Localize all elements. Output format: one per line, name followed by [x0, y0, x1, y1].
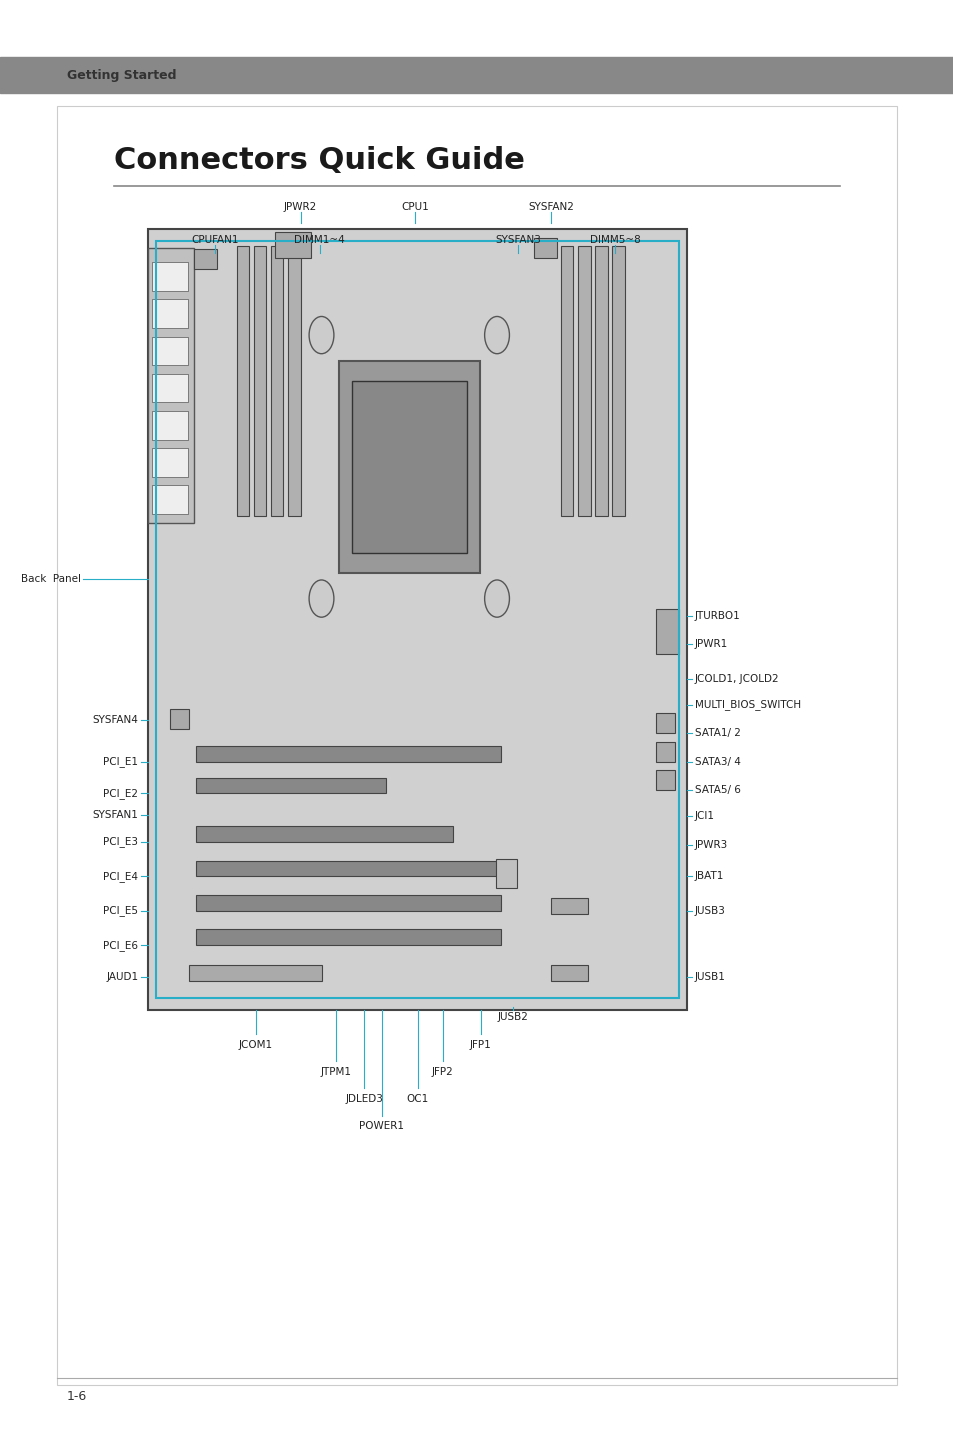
- Text: JAUD1: JAUD1: [106, 972, 138, 981]
- Text: JCOM1: JCOM1: [238, 1040, 273, 1050]
- Bar: [274, 232, 311, 258]
- Text: JPWR1: JPWR1: [694, 640, 727, 649]
- Bar: [595, 246, 607, 516]
- Bar: [152, 485, 188, 514]
- Text: CPU1: CPU1: [400, 202, 429, 212]
- Text: PCI_E5: PCI_E5: [103, 905, 138, 916]
- Text: SYSFAN1: SYSFAN1: [92, 811, 138, 819]
- Text: PCI_E3: PCI_E3: [103, 836, 138, 848]
- Text: JPWR3: JPWR3: [694, 841, 727, 849]
- Text: OC1: OC1: [406, 1094, 429, 1104]
- Bar: [195, 861, 500, 876]
- Circle shape: [309, 580, 334, 617]
- Circle shape: [309, 316, 334, 354]
- Bar: [189, 965, 322, 981]
- Bar: [0, 57, 953, 93]
- Text: JBAT1: JBAT1: [694, 872, 723, 881]
- Bar: [195, 746, 500, 762]
- Text: POWER1: POWER1: [358, 1121, 404, 1131]
- Bar: [288, 246, 300, 516]
- Bar: [57, 106, 896, 1385]
- Text: PCI_E1: PCI_E1: [103, 756, 138, 768]
- Text: SYSFAN3: SYSFAN3: [495, 235, 540, 245]
- Text: Back  Panel: Back Panel: [21, 574, 81, 583]
- Text: JUSB2: JUSB2: [497, 1012, 528, 1022]
- Bar: [152, 299, 188, 328]
- Bar: [534, 238, 557, 258]
- Text: JCOLD1, JCOLD2: JCOLD1, JCOLD2: [694, 674, 779, 683]
- Circle shape: [484, 580, 509, 617]
- Text: JPWR2: JPWR2: [284, 202, 316, 212]
- Circle shape: [484, 316, 509, 354]
- Text: JCI1: JCI1: [694, 812, 714, 821]
- Bar: [578, 246, 590, 516]
- Bar: [656, 609, 679, 654]
- Bar: [656, 742, 675, 762]
- Text: DIMM1~4: DIMM1~4: [294, 235, 345, 245]
- Text: JFP1: JFP1: [470, 1040, 491, 1050]
- Bar: [352, 381, 466, 553]
- Text: JUSB3: JUSB3: [694, 906, 724, 915]
- Text: SATA3/ 4: SATA3/ 4: [694, 758, 740, 766]
- Bar: [155, 241, 679, 998]
- Bar: [170, 709, 189, 729]
- Text: Getting Started: Getting Started: [67, 69, 176, 82]
- Bar: [148, 248, 193, 523]
- Bar: [193, 249, 216, 269]
- Bar: [195, 826, 453, 842]
- Text: CPUFAN1: CPUFAN1: [191, 235, 238, 245]
- Bar: [236, 246, 249, 516]
- Bar: [612, 246, 624, 516]
- Text: Connectors Quick Guide: Connectors Quick Guide: [114, 146, 525, 175]
- Bar: [271, 246, 283, 516]
- Text: JFP2: JFP2: [432, 1067, 453, 1077]
- Bar: [338, 361, 479, 573]
- Text: JTPM1: JTPM1: [320, 1067, 351, 1077]
- Bar: [152, 262, 188, 291]
- Bar: [195, 778, 386, 793]
- Text: SYSFAN2: SYSFAN2: [528, 202, 574, 212]
- Text: JDLED3: JDLED3: [345, 1094, 383, 1104]
- Bar: [560, 246, 573, 516]
- Text: MULTI_BIOS_SWITCH: MULTI_BIOS_SWITCH: [694, 699, 800, 710]
- Bar: [656, 770, 675, 790]
- Text: JTURBO1: JTURBO1: [694, 611, 740, 620]
- Bar: [152, 448, 188, 477]
- Bar: [152, 411, 188, 440]
- Text: JUSB1: JUSB1: [694, 972, 724, 981]
- Bar: [195, 895, 500, 911]
- Bar: [551, 965, 587, 981]
- Text: SYSFAN4: SYSFAN4: [92, 716, 138, 725]
- Bar: [253, 246, 266, 516]
- Text: PCI_E6: PCI_E6: [103, 939, 138, 951]
- Bar: [496, 859, 517, 888]
- Text: SATA5/ 6: SATA5/ 6: [694, 786, 740, 795]
- Text: SATA1/ 2: SATA1/ 2: [694, 729, 740, 737]
- Text: PCI_E2: PCI_E2: [103, 788, 138, 799]
- Text: PCI_E4: PCI_E4: [103, 871, 138, 882]
- Text: 1-6: 1-6: [67, 1389, 87, 1403]
- Bar: [152, 374, 188, 402]
- Bar: [152, 337, 188, 365]
- Bar: [195, 929, 500, 945]
- Bar: [148, 229, 686, 1010]
- Bar: [551, 898, 587, 914]
- Text: DIMM5~8: DIMM5~8: [589, 235, 640, 245]
- Bar: [656, 713, 675, 733]
